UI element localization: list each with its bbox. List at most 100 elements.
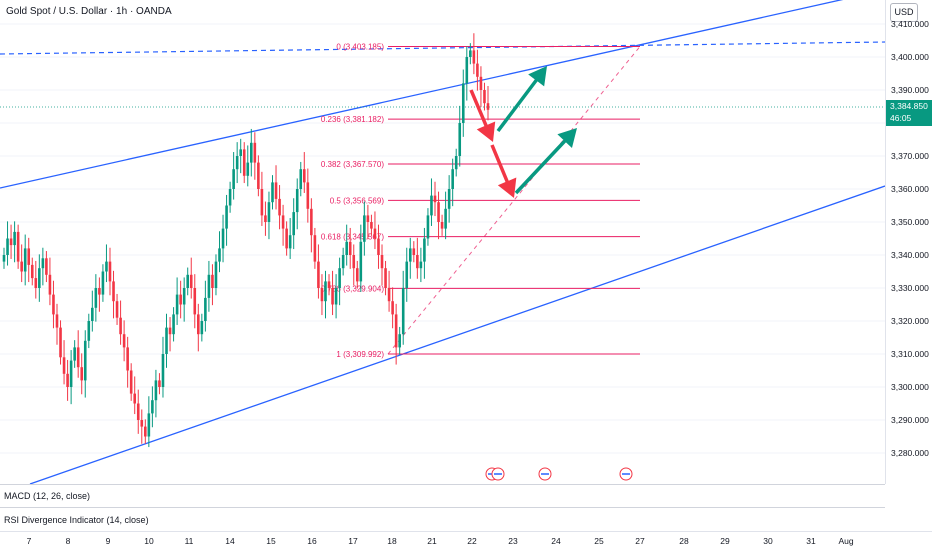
candle-body (193, 288, 197, 315)
candle-body (317, 261, 320, 288)
candle-body (416, 255, 419, 269)
candle-body (292, 212, 295, 236)
candle-body (419, 261, 423, 269)
time-axis-label: 29 (720, 536, 730, 546)
price-axis-label: 3,300.000 (891, 382, 929, 392)
candle-body (235, 156, 239, 170)
price-chart[interactable]: 0 (3,403.185) 0.236 (3,381.182) 0.382 (3,3… (0, 0, 885, 484)
candle-body (204, 297, 207, 321)
time-axis-label: 14 (225, 536, 235, 546)
time-axis-label: 11 (184, 536, 194, 546)
candle-body (398, 334, 401, 348)
candle-body (94, 288, 98, 308)
candle-body (45, 258, 48, 275)
candle-body (267, 202, 271, 222)
candle-body (211, 274, 214, 288)
candle-body (483, 90, 486, 104)
time-axis-label: 8 (65, 536, 71, 546)
macd-label[interactable]: MACD (12, 26, close) (4, 491, 91, 501)
time-axis-label: 25 (594, 536, 604, 546)
projection-arrow-up (496, 66, 547, 133)
candle-body (324, 281, 327, 302)
candle-body (158, 380, 161, 387)
candle-body (345, 241, 348, 255)
candle-body (140, 420, 144, 427)
macd-pane[interactable] (0, 485, 885, 507)
pane-divider[interactable] (0, 484, 885, 485)
candle-body (433, 195, 437, 203)
candle-body (476, 63, 479, 77)
price-axis-label: 3,280.000 (891, 448, 929, 458)
candle-body (87, 321, 91, 341)
price-axis-label: 3,340.000 (891, 250, 929, 260)
candle-body (387, 288, 391, 302)
time-axis-label: 23 (508, 536, 518, 546)
candle-body (299, 169, 303, 189)
price-axis-label: 3,290.000 (891, 415, 929, 425)
candle-body (55, 314, 59, 328)
projection-arrow-down (490, 144, 517, 198)
bar-countdown: 46:05 (890, 113, 912, 123)
price-axis-label: 3,350.000 (891, 217, 929, 227)
candle-body (168, 327, 172, 335)
time-axis-label: 24 (551, 536, 561, 546)
candle-body (179, 294, 182, 305)
time-axis-label: 15 (266, 536, 276, 546)
candle-body (408, 248, 412, 262)
main-chart-pane[interactable]: 0 (3,403.185) 0.236 (3,381.182) 0.382 (3,3… (0, 0, 885, 484)
candle-body (278, 198, 281, 216)
candle-body (23, 248, 27, 272)
currency-badge[interactable]: USD (890, 3, 918, 22)
candle-body (161, 354, 165, 387)
candle-body (458, 123, 462, 156)
price-axis-label: 3,410.000 (891, 19, 929, 29)
candle-body (394, 314, 398, 348)
candle-body (246, 162, 250, 176)
time-axis-label: 17 (348, 536, 358, 546)
time-axis-label: 31 (806, 536, 816, 546)
time-axis-label: 28 (679, 536, 689, 546)
candle-body (232, 169, 235, 189)
candle-body (175, 294, 179, 315)
price-axis-label: 3,400.000 (891, 52, 929, 62)
candle-body (320, 288, 324, 302)
candle-body (186, 274, 190, 288)
current-price-value: 3,384.850 (890, 101, 928, 111)
candle-body (334, 288, 338, 305)
candle-body (348, 241, 352, 255)
time-axis-label: 18 (387, 536, 397, 546)
candle-body (405, 261, 409, 288)
time-axis-label: 9 (105, 536, 111, 546)
fib-level-label: 1 (3,309.992) (336, 350, 384, 359)
candle-body (295, 189, 299, 213)
candle-body (27, 248, 31, 265)
candle-body (377, 238, 380, 255)
price-axis-label: 3,320.000 (891, 316, 929, 326)
fib-level-label: 0.618 (3,345.567) (321, 233, 384, 242)
candle-body (384, 268, 387, 288)
candle-body (363, 215, 366, 242)
candle-body (214, 261, 218, 288)
candle-body (310, 208, 313, 236)
pane-divider[interactable] (0, 507, 885, 508)
candle-body (126, 347, 129, 371)
candle-body (48, 274, 52, 295)
rsi-pane[interactable] (0, 508, 885, 531)
candle-body (327, 281, 331, 288)
candle-body (112, 281, 115, 302)
rsi-label[interactable]: RSI Divergence Indicator (14, close) (4, 515, 149, 525)
candle-body (136, 403, 140, 420)
candle-body (91, 307, 94, 321)
candle-body (108, 261, 112, 282)
time-axis[interactable] (0, 531, 932, 551)
candle-body (288, 235, 292, 249)
candle-body (189, 274, 193, 288)
candle-body (461, 83, 465, 123)
candle-body (391, 301, 394, 315)
candle-body (30, 264, 34, 279)
candle-body (105, 261, 108, 272)
candle-body (66, 373, 69, 387)
time-axis-label: 16 (307, 536, 317, 546)
candle-body (401, 288, 405, 335)
price-scale[interactable] (885, 0, 932, 484)
